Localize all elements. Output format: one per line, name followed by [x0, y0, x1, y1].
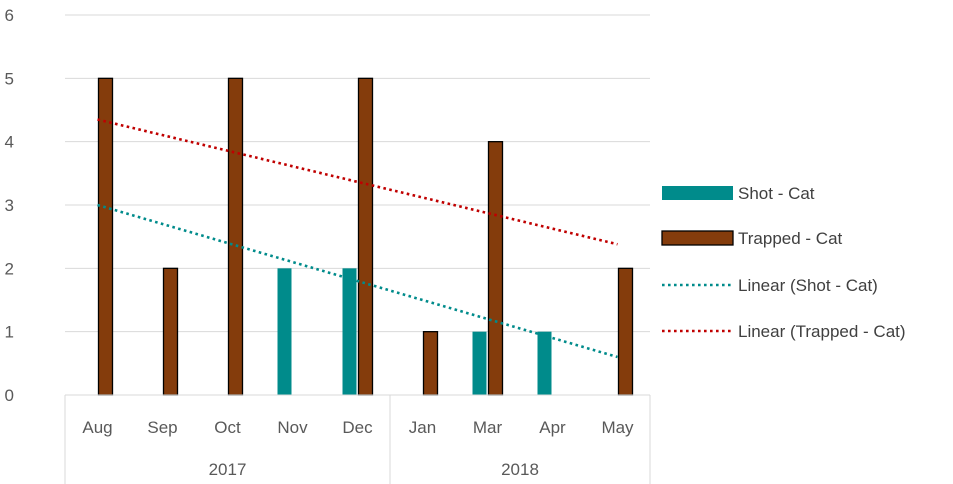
y-tick-5: 5 — [5, 69, 14, 88]
legend: Shot - Cat Trapped - Cat Linear (Shot - Ca… — [661, 184, 906, 341]
bar-trapped-mar — [487, 141, 504, 396]
bar-shot-nov — [277, 268, 292, 395]
legend-label-shot: Shot - Cat — [738, 184, 815, 203]
bar-shot-mar — [472, 331, 487, 395]
bar-trapped-may — [617, 267, 634, 396]
x-tick-oct: Oct — [214, 418, 241, 437]
gridlines — [65, 14, 650, 333]
y-tick-labels: 0 1 2 3 4 5 6 — [5, 6, 14, 405]
x-group-2018: 2018 — [501, 460, 539, 479]
trendlines — [97, 118, 618, 359]
x-tick-sep: Sep — [147, 418, 177, 437]
y-tick-0: 0 — [5, 386, 14, 405]
x-tick-mar: Mar — [473, 418, 503, 437]
y-tick-6: 6 — [5, 6, 14, 25]
bar-trapped-jan — [422, 331, 439, 396]
bar-trapped-oct — [227, 77, 244, 396]
bar-shot-dec — [342, 268, 357, 395]
bar-trapped-aug — [97, 77, 114, 396]
y-tick-3: 3 — [5, 196, 14, 215]
y-tick-2: 2 — [5, 259, 14, 278]
trendline-trapped — [97, 118, 618, 246]
legend-label-linear-trapped: Linear (Trapped - Cat) — [738, 322, 906, 341]
trendline-shot — [97, 203, 618, 359]
x-tick-dec: Dec — [342, 418, 373, 437]
bar-trapped-sep — [162, 267, 179, 396]
x-tick-nov: Nov — [277, 418, 308, 437]
bars — [97, 77, 634, 396]
x-group-2017: 2017 — [209, 460, 247, 479]
bar-trapped-dec — [357, 77, 374, 396]
bar-shot-apr — [537, 331, 552, 395]
x-tick-aug: Aug — [82, 418, 112, 437]
y-tick-1: 1 — [5, 323, 14, 342]
legend-swatch-shot — [662, 186, 733, 200]
x-tick-apr: Apr — [539, 418, 566, 437]
legend-label-trapped: Trapped - Cat — [738, 229, 843, 248]
legend-label-linear-shot: Linear (Shot - Cat) — [738, 276, 878, 295]
x-tick-may: May — [601, 418, 634, 437]
x-axis: Aug Sep Oct Nov Dec Jan Mar Apr May 2017 2018 — [64, 394, 651, 484]
x-tick-jan: Jan — [409, 418, 436, 437]
y-tick-4: 4 — [5, 133, 14, 152]
legend-swatch-trapped — [661, 230, 734, 246]
